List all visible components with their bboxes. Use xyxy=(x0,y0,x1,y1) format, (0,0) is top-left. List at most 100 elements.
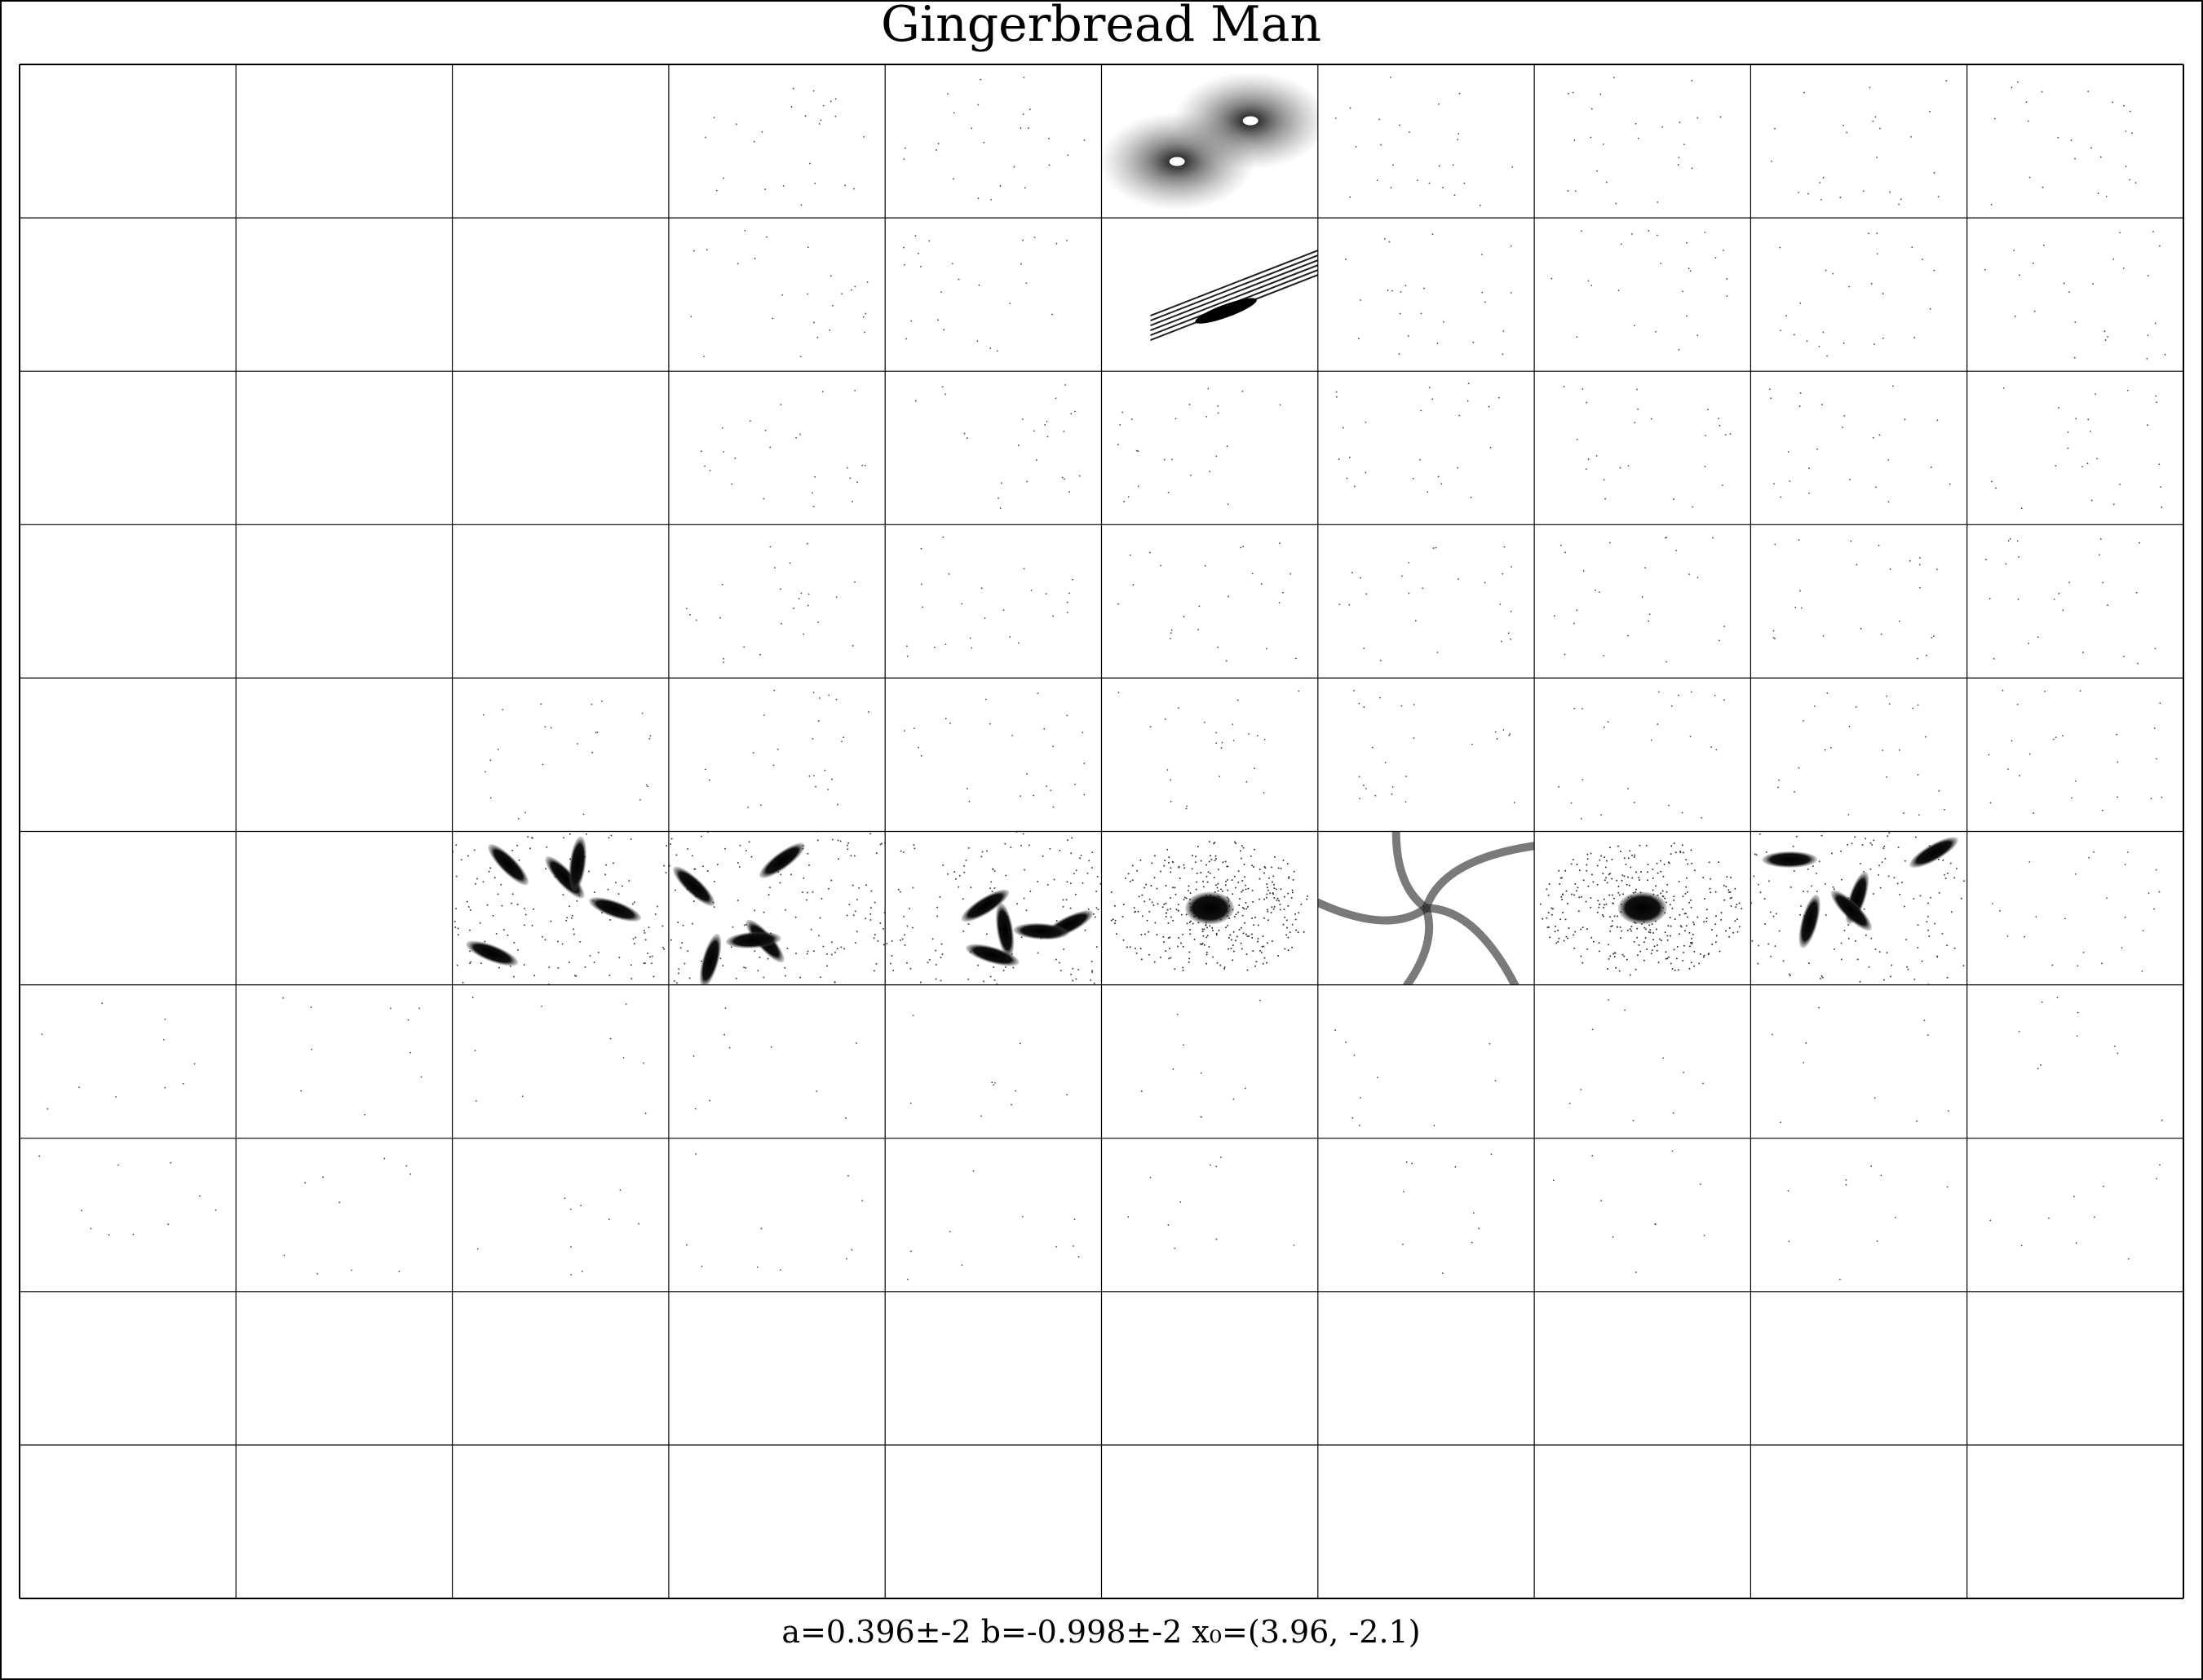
thumbnail-content xyxy=(1989,1164,2161,1260)
point xyxy=(1855,706,1857,708)
point xyxy=(1993,657,1995,660)
point xyxy=(1261,945,1263,948)
point xyxy=(1497,396,1500,399)
point xyxy=(816,839,819,842)
point xyxy=(1203,928,1205,931)
point xyxy=(967,788,968,789)
point xyxy=(484,771,487,773)
point xyxy=(1209,925,1211,927)
point xyxy=(1635,871,1638,873)
point xyxy=(1335,391,1338,393)
point xyxy=(1825,914,1827,917)
point xyxy=(548,966,551,969)
point xyxy=(1166,909,1169,911)
point xyxy=(1294,657,1297,660)
point xyxy=(1874,486,1877,489)
point xyxy=(1941,932,1944,935)
point xyxy=(1651,923,1653,926)
point xyxy=(2161,1119,2163,1121)
point xyxy=(1220,747,1223,749)
point xyxy=(1282,859,1285,861)
point xyxy=(1166,848,1169,851)
point xyxy=(1466,400,1469,402)
point xyxy=(1669,917,1671,919)
point xyxy=(1572,859,1574,861)
point xyxy=(999,185,1002,187)
arm xyxy=(1317,898,1429,925)
point xyxy=(1046,883,1049,886)
point xyxy=(846,1258,847,1260)
point xyxy=(1655,885,1657,887)
point xyxy=(1300,903,1303,905)
point xyxy=(826,965,829,967)
point xyxy=(1989,1219,1992,1222)
point xyxy=(1704,466,1706,468)
point xyxy=(1649,931,1652,934)
point xyxy=(1135,449,1138,452)
point xyxy=(1596,864,1599,867)
point xyxy=(948,573,950,575)
point xyxy=(989,975,992,978)
point xyxy=(1215,455,1218,458)
point xyxy=(167,1223,170,1226)
point xyxy=(681,942,683,944)
thumbnail-content xyxy=(38,1155,217,1236)
point xyxy=(1725,886,1727,888)
point xyxy=(2119,484,2121,485)
point xyxy=(1090,867,1093,869)
point xyxy=(1682,959,1684,962)
point xyxy=(1336,396,1338,398)
point xyxy=(1826,692,1829,694)
point xyxy=(1241,948,1243,950)
blob xyxy=(588,897,642,922)
point xyxy=(1417,179,1418,182)
point xyxy=(2056,997,2059,999)
point xyxy=(879,843,882,846)
point xyxy=(1678,157,1680,159)
point xyxy=(2101,962,2103,965)
point xyxy=(1185,807,1188,810)
point xyxy=(1345,258,1347,260)
point xyxy=(1073,1218,1076,1221)
thumbnail-content xyxy=(1335,382,1500,499)
point xyxy=(648,926,650,929)
point xyxy=(1272,893,1275,895)
point xyxy=(807,246,809,249)
thumbnail xyxy=(1551,230,1728,351)
point xyxy=(1144,886,1146,889)
point xyxy=(840,946,843,948)
point xyxy=(1266,882,1268,885)
point xyxy=(905,338,907,340)
thumbnail xyxy=(1345,233,1512,356)
point xyxy=(1413,704,1415,705)
point xyxy=(862,316,865,318)
point xyxy=(1949,862,1952,864)
point xyxy=(1484,581,1486,584)
point xyxy=(1179,942,1182,944)
point xyxy=(1227,503,1229,506)
point xyxy=(830,879,833,882)
point xyxy=(1871,844,1873,847)
point xyxy=(1673,948,1675,951)
point xyxy=(1691,943,1693,945)
point xyxy=(874,901,876,904)
thumbnail-content xyxy=(1402,1153,1493,1275)
point xyxy=(724,847,727,850)
point xyxy=(763,976,765,979)
point xyxy=(1508,734,1511,736)
point xyxy=(1765,851,1767,853)
point xyxy=(913,844,915,847)
point xyxy=(644,1112,647,1115)
point xyxy=(909,908,911,910)
point xyxy=(1025,282,1028,285)
thumbnail xyxy=(482,700,652,820)
point xyxy=(2005,563,2007,565)
point xyxy=(897,888,900,891)
point xyxy=(568,905,571,908)
thumbnail xyxy=(1402,1153,1493,1275)
point xyxy=(912,926,914,929)
point xyxy=(805,899,807,901)
point xyxy=(1884,857,1887,860)
point xyxy=(933,646,936,648)
thumbnail-content xyxy=(1140,999,1261,1118)
